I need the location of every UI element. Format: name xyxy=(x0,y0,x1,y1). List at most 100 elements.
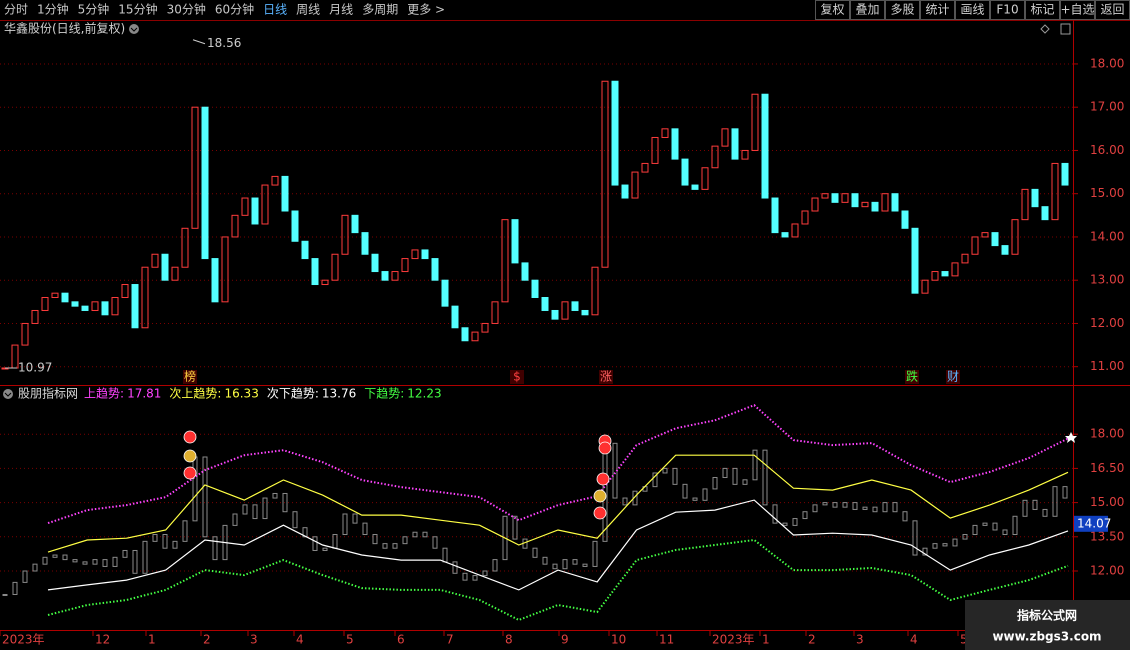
price-bar xyxy=(82,561,88,565)
toolbar-tab[interactable]: 周线 xyxy=(296,3,320,17)
price-bar xyxy=(852,502,858,510)
candle xyxy=(531,279,539,299)
event-marker[interactable] xyxy=(946,370,960,384)
price-bar xyxy=(212,536,218,561)
candle xyxy=(61,292,69,303)
candle xyxy=(341,214,349,255)
price-bar xyxy=(932,543,938,549)
price-bar xyxy=(382,543,388,549)
candle xyxy=(831,193,839,203)
price-bar xyxy=(982,522,988,526)
panel-icon[interactable] xyxy=(1060,23,1071,35)
toolbar-tab[interactable]: 多周期 xyxy=(362,3,398,17)
candle xyxy=(731,128,739,160)
price-bar xyxy=(702,488,708,501)
toolbar-tab[interactable]: 15分钟 xyxy=(118,2,157,17)
price-bar xyxy=(182,520,188,542)
y-tick-label: 18.00 xyxy=(1090,56,1124,70)
toolbar-tab[interactable]: 更多 > xyxy=(407,3,445,17)
price-bar xyxy=(1032,499,1038,510)
candle xyxy=(221,236,229,303)
event-marker[interactable] xyxy=(599,370,613,384)
candle xyxy=(1021,188,1029,221)
y-tick-label: 11.00 xyxy=(1090,359,1124,373)
price-bar xyxy=(322,547,328,551)
event-marker[interactable] xyxy=(510,370,524,384)
price-bar xyxy=(352,513,358,524)
candle xyxy=(951,262,959,277)
price-bar xyxy=(992,522,998,531)
toolbar-tab[interactable]: 分时 xyxy=(4,3,28,17)
price-bar xyxy=(32,563,38,572)
toolbar-tab[interactable]: 60分钟 xyxy=(215,2,254,17)
price-bar xyxy=(342,513,348,536)
toolbar-button[interactable] xyxy=(885,0,920,20)
toolbar-button-label: 统计 xyxy=(925,3,949,17)
price-bar xyxy=(542,556,548,565)
price-bar xyxy=(172,540,178,549)
event-label: $ xyxy=(513,370,521,384)
toolbar-button[interactable] xyxy=(850,0,885,20)
candle xyxy=(351,214,359,234)
trend-line xyxy=(47,454,1069,553)
x-tick-label: 1 xyxy=(762,633,770,647)
event-marker[interactable] xyxy=(905,370,919,384)
x-tick-label: 8 xyxy=(505,633,513,647)
y-tick-label: 13.50 xyxy=(1090,529,1124,543)
candle xyxy=(261,184,269,225)
toolbar-tab[interactable]: 1分钟 xyxy=(37,2,69,17)
legend-name: 次下趋势: xyxy=(267,387,319,401)
candle xyxy=(251,197,259,225)
x-tick-label: 3 xyxy=(856,633,864,647)
toolbar-button-label: 标记 xyxy=(1030,3,1054,17)
candle xyxy=(501,219,509,303)
candle xyxy=(481,322,489,333)
price-bar xyxy=(242,504,248,515)
candle xyxy=(711,145,719,169)
price-bar xyxy=(752,449,758,481)
price-bar xyxy=(232,513,238,526)
x-tick-label: 9 xyxy=(561,633,569,647)
toolbar-button[interactable] xyxy=(920,0,955,20)
toolbar-tab[interactable]: 30分钟 xyxy=(167,2,206,17)
signal-ball xyxy=(593,506,607,520)
toolbar-button[interactable] xyxy=(1060,0,1095,20)
candle xyxy=(371,253,379,273)
candle xyxy=(661,128,669,138)
candle xyxy=(281,175,289,212)
trend-line xyxy=(47,404,1069,525)
candle xyxy=(781,232,789,238)
toolbar-tab[interactable]: 月线 xyxy=(329,3,353,17)
price-bar xyxy=(902,511,908,522)
price-bar xyxy=(302,527,308,538)
candle xyxy=(241,197,249,216)
dropdown-icon[interactable] xyxy=(3,389,13,399)
candle xyxy=(21,322,29,346)
candle xyxy=(361,232,369,255)
price-bar xyxy=(122,549,128,558)
signal-coin xyxy=(593,489,607,503)
toolbar-button-label: 复权 xyxy=(820,3,844,17)
toolbar-button[interactable] xyxy=(955,0,990,20)
toolbar-tab[interactable]: 5分钟 xyxy=(78,2,110,17)
candle xyxy=(591,266,599,316)
candle xyxy=(181,227,189,268)
candle xyxy=(41,297,49,311)
candle xyxy=(681,158,689,186)
x-tick-label: 2 xyxy=(203,633,211,647)
candle xyxy=(511,219,519,264)
diamond-icon[interactable] xyxy=(1040,24,1050,34)
toolbar-button[interactable] xyxy=(990,0,1025,20)
toolbar-button[interactable] xyxy=(1025,0,1060,20)
candle xyxy=(931,271,939,281)
price-bar xyxy=(672,467,678,485)
toolbar-tab[interactable]: 日线 xyxy=(263,3,287,17)
dropdown-icon[interactable] xyxy=(129,24,139,34)
candle xyxy=(801,210,809,225)
price-bar xyxy=(942,543,948,547)
candle xyxy=(621,184,629,199)
event-marker[interactable] xyxy=(183,370,197,384)
candle xyxy=(51,292,59,298)
toolbar-button[interactable] xyxy=(815,0,850,20)
price-bar xyxy=(392,543,398,549)
